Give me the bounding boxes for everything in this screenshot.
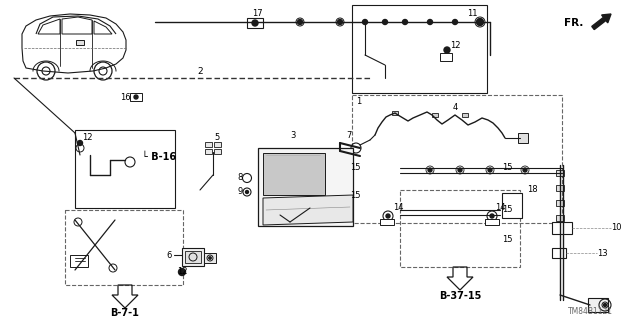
- Bar: [75, 130, 175, 208]
- Text: 3: 3: [291, 131, 296, 140]
- Text: 11: 11: [467, 10, 477, 19]
- Circle shape: [386, 214, 390, 218]
- Bar: [204, 253, 216, 263]
- Circle shape: [488, 168, 492, 172]
- Circle shape: [246, 190, 248, 194]
- Text: └ B-16: └ B-16: [142, 152, 176, 162]
- Bar: [513, 208, 519, 212]
- Circle shape: [523, 168, 527, 172]
- Bar: [513, 202, 519, 206]
- Bar: [400, 190, 520, 267]
- Text: TM84B1121: TM84B1121: [568, 308, 612, 316]
- Text: 13: 13: [597, 249, 607, 257]
- Text: 14: 14: [393, 204, 403, 212]
- Text: 16: 16: [120, 93, 131, 102]
- Text: 12: 12: [450, 41, 461, 49]
- Circle shape: [298, 19, 303, 25]
- Bar: [352, 95, 562, 223]
- Bar: [247, 18, 263, 28]
- Text: 12: 12: [82, 132, 93, 142]
- Circle shape: [403, 19, 408, 25]
- Circle shape: [77, 140, 83, 145]
- Circle shape: [362, 19, 367, 25]
- Circle shape: [458, 168, 462, 172]
- Circle shape: [134, 95, 138, 99]
- Text: 17: 17: [252, 9, 262, 18]
- Text: 14: 14: [495, 204, 506, 212]
- Bar: [556, 200, 564, 206]
- Text: 7: 7: [346, 131, 352, 140]
- Circle shape: [383, 19, 387, 25]
- Circle shape: [444, 47, 450, 53]
- Text: 15: 15: [502, 235, 512, 244]
- Bar: [185, 251, 201, 263]
- Text: 6: 6: [166, 250, 172, 259]
- Text: 4: 4: [452, 103, 458, 113]
- Circle shape: [428, 19, 433, 25]
- Text: 15: 15: [349, 190, 360, 199]
- Bar: [214, 149, 221, 154]
- Circle shape: [378, 19, 383, 25]
- Bar: [462, 113, 468, 117]
- Bar: [505, 202, 511, 206]
- Bar: [70, 255, 88, 267]
- Text: 2: 2: [197, 66, 203, 76]
- Circle shape: [209, 257, 211, 259]
- Bar: [65, 210, 183, 285]
- Bar: [588, 298, 608, 312]
- Bar: [76, 40, 84, 45]
- Circle shape: [337, 19, 342, 25]
- Bar: [556, 170, 564, 176]
- Text: 9: 9: [237, 187, 243, 196]
- Text: 5: 5: [214, 132, 220, 142]
- Bar: [505, 196, 511, 200]
- Circle shape: [490, 214, 494, 218]
- Circle shape: [604, 303, 607, 307]
- Circle shape: [252, 20, 258, 26]
- Circle shape: [477, 19, 483, 26]
- Text: B-37-15: B-37-15: [439, 291, 481, 301]
- Text: 10: 10: [611, 224, 621, 233]
- Bar: [552, 222, 572, 234]
- Bar: [182, 248, 204, 266]
- Bar: [130, 93, 142, 101]
- Bar: [513, 196, 519, 200]
- Text: 8: 8: [237, 173, 243, 182]
- Text: FR.: FR.: [564, 18, 583, 28]
- Bar: [214, 142, 221, 147]
- Bar: [485, 219, 499, 225]
- Polygon shape: [263, 195, 353, 225]
- Bar: [352, 5, 487, 93]
- Bar: [440, 53, 452, 61]
- Text: 1: 1: [356, 97, 361, 106]
- Bar: [263, 153, 325, 195]
- Circle shape: [417, 19, 422, 25]
- Bar: [258, 148, 353, 226]
- FancyArrow shape: [592, 14, 611, 30]
- Bar: [505, 208, 511, 212]
- Text: 12: 12: [177, 268, 188, 277]
- Bar: [518, 133, 528, 143]
- Circle shape: [452, 19, 458, 25]
- Text: 15: 15: [349, 164, 360, 173]
- Bar: [392, 111, 398, 115]
- Bar: [502, 193, 522, 218]
- Text: 15: 15: [502, 205, 512, 214]
- Text: 15: 15: [502, 164, 512, 173]
- Circle shape: [428, 168, 432, 172]
- Bar: [380, 219, 394, 225]
- Bar: [432, 113, 438, 117]
- Bar: [556, 185, 564, 191]
- Bar: [205, 142, 212, 147]
- Text: B-7-1: B-7-1: [111, 308, 140, 318]
- Bar: [552, 248, 566, 258]
- Text: 18: 18: [527, 186, 538, 195]
- Bar: [205, 149, 212, 154]
- Circle shape: [179, 269, 186, 276]
- Bar: [556, 215, 564, 221]
